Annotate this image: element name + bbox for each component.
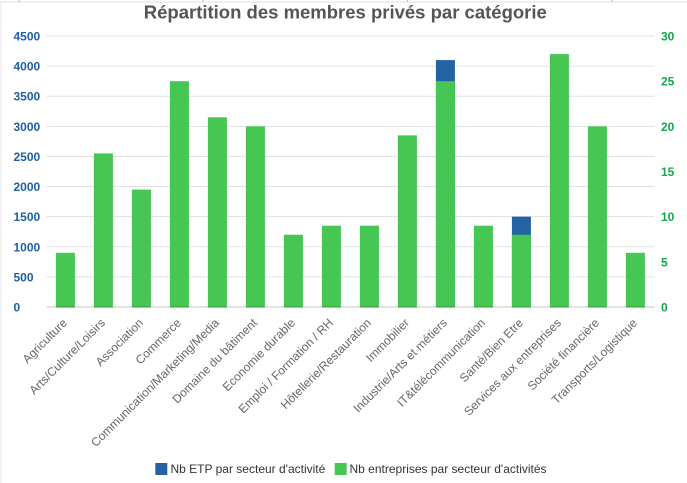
svg-text:Nb ETP par secteur d'activité: Nb ETP par secteur d'activité: [171, 462, 326, 476]
svg-text:15: 15: [661, 165, 675, 179]
svg-text:2000: 2000: [14, 180, 41, 194]
svg-text:0: 0: [14, 301, 21, 315]
svg-text:10: 10: [661, 210, 675, 224]
svg-text:Nb entreprises par secteur d'a: Nb entreprises par secteur d'activités: [350, 462, 547, 476]
svg-text:5: 5: [661, 255, 668, 269]
svg-text:3000: 3000: [14, 120, 41, 134]
svg-text:0: 0: [661, 301, 668, 315]
svg-text:30: 30: [661, 30, 675, 44]
svg-text:1500: 1500: [14, 210, 41, 224]
svg-text:25: 25: [661, 75, 675, 89]
svg-text:3500: 3500: [14, 90, 41, 104]
svg-text:2500: 2500: [14, 150, 41, 164]
svg-text:500: 500: [14, 270, 34, 284]
svg-text:Répartition des membres privés: Répartition des membres privés par catég…: [144, 2, 547, 23]
svg-text:1000: 1000: [14, 240, 41, 254]
svg-text:4500: 4500: [14, 30, 41, 44]
svg-text:4000: 4000: [14, 60, 41, 74]
svg-text:20: 20: [661, 120, 675, 134]
